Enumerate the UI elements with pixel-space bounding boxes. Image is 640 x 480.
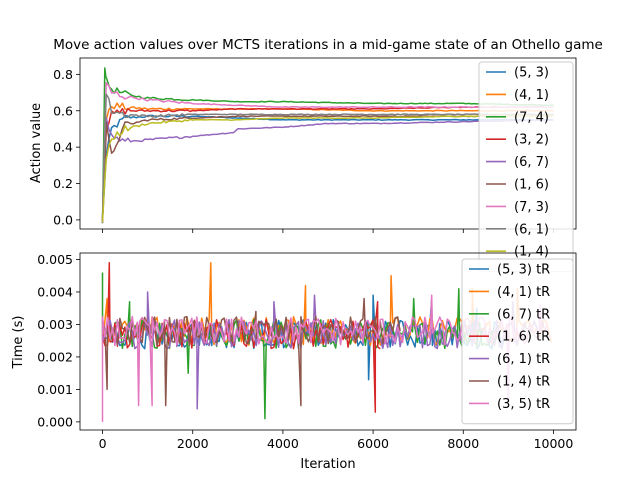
bottom-chart: 0 2000 4000 6000 8000 10000 0.000 0.001 0.002 0.0… <box>11 252 577 472</box>
top-y-tick-label: 0.4 <box>53 140 73 155</box>
bottom-y-tick-label: 0.000 <box>37 414 73 429</box>
bottom-legend-label: (5, 3) tR <box>497 263 550 278</box>
top-y-tick-label: 0.2 <box>53 176 73 191</box>
bottom-legend-label: (6, 7) tR <box>497 307 550 322</box>
bottom-y-axis-label: Time (s) <box>11 316 26 370</box>
top-series-line <box>101 81 554 220</box>
top-chart: 0.0 0.2 0.4 0.6 0.8 Action value (5, 3) (4, 1… <box>29 57 577 273</box>
bottom-y-tick-label: 0.001 <box>37 382 73 397</box>
chart-title: Move action values over MCTS iterations … <box>53 37 603 53</box>
bottom-y-tick-label: 0.004 <box>37 284 73 299</box>
bottom-x-tick-label: 8000 <box>447 436 479 451</box>
bottom-legend-label: (1, 4) tR <box>497 375 550 390</box>
bottom-legend-box <box>461 258 574 425</box>
top-series-line <box>101 116 554 224</box>
bottom-x-tick-label: 4000 <box>267 436 299 451</box>
bottom-x-tick-label: 2000 <box>177 436 209 451</box>
top-y-axis-label: Action value <box>29 103 44 183</box>
top-legend-label: (7, 4) <box>514 110 549 125</box>
bottom-legend: (5, 3) tR (4, 1) tR (6, 7) tR (1, 6) tR (6, … <box>461 258 574 425</box>
bottom-legend-label: (4, 1) tR <box>497 285 550 300</box>
top-y-tick-label: 0.8 <box>53 67 73 82</box>
bottom-legend-label: (3, 5) tR <box>497 397 550 412</box>
bottom-x-tick-label: 0 <box>99 436 107 451</box>
bottom-y-tick-label: 0.002 <box>37 349 73 364</box>
top-series-line <box>101 115 554 223</box>
top-legend-label: (3, 2) <box>514 133 549 148</box>
top-legend-label: (1, 4) <box>514 245 549 260</box>
top-y-tick-label: 0.0 <box>53 212 73 227</box>
top-series-line <box>101 67 554 224</box>
bottom-legend-label: (1, 6) tR <box>497 330 550 345</box>
top-ticks: 0.0 0.2 0.4 0.6 0.8 <box>53 67 554 233</box>
top-legend-label: (4, 1) <box>514 88 549 103</box>
top-plot-area <box>101 67 554 224</box>
top-y-tick-label: 0.6 <box>53 103 73 118</box>
bottom-legend-label: (6, 1) tR <box>497 352 550 367</box>
bottom-x-tick-label: 10000 <box>534 436 574 451</box>
top-legend-label: (6, 7) <box>514 155 549 170</box>
bottom-axes-frame <box>79 252 577 431</box>
bottom-x-axis-label: Iteration <box>300 457 355 472</box>
bottom-y-tick-label: 0.005 <box>37 252 73 267</box>
top-legend: (5, 3) (4, 1) (7, 4) (3, 2) (6, 7) (1, 6) (7, … <box>478 61 574 273</box>
top-legend-label: (1, 6) <box>514 178 549 193</box>
top-legend-label: (7, 3) <box>514 200 549 215</box>
bottom-y-tick-label: 0.003 <box>37 317 73 332</box>
bottom-x-tick-label: 6000 <box>357 436 389 451</box>
top-legend-label: (5, 3) <box>514 66 549 81</box>
top-series-line <box>101 114 554 219</box>
top-series-line <box>101 93 554 220</box>
bottom-ticks: 0 2000 4000 6000 8000 10000 0.000 0.001 0.002 0.0… <box>37 252 573 451</box>
top-legend-label: (6, 1) <box>514 222 549 237</box>
top-axes-frame <box>79 57 577 230</box>
top-series-line <box>101 102 554 222</box>
